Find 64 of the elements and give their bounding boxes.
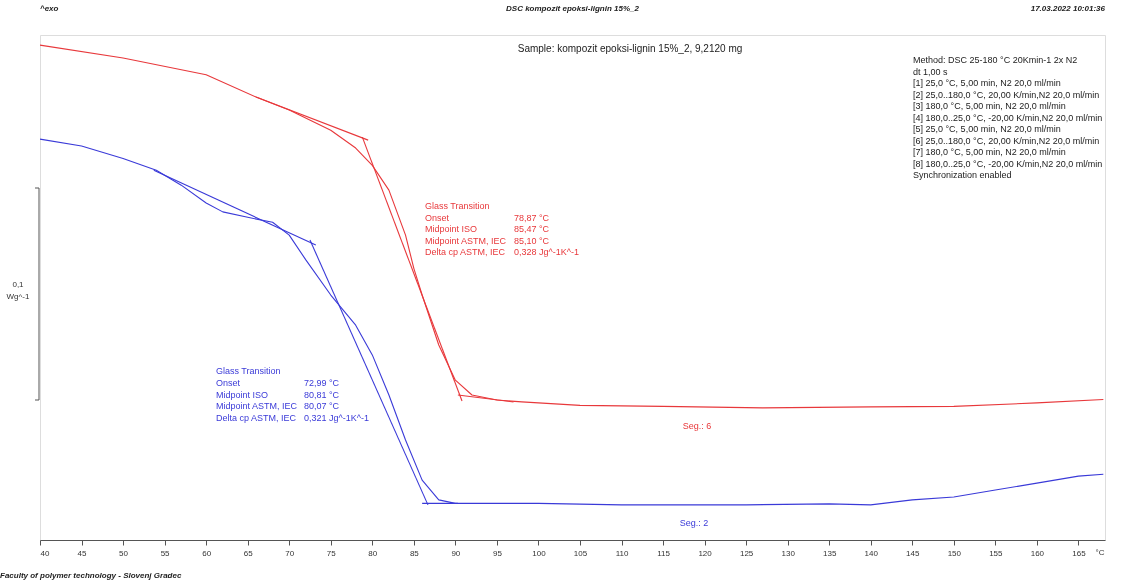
x-tick-label: 135 — [823, 548, 837, 558]
x-tick-label: 60 — [202, 548, 212, 558]
text: Faculty of polymer technology - Slovenj Gradec — [0, 571, 182, 580]
x-tick-label: 40 — [40, 548, 50, 558]
annotation: [5] 25,0 °C, 5,00 min, N2 20,0 ml/min — [913, 124, 1061, 134]
annotation: dt 1,00 s — [913, 66, 949, 77]
x-tick-label: 155 — [989, 548, 1004, 558]
text: 17.03.2022 10:01:36 — [1030, 4, 1106, 13]
x-tick-label: 130 — [781, 548, 796, 558]
annotation: Onset — [425, 212, 450, 223]
annotation: 0,328 Jg^-1K^-1 — [514, 247, 579, 258]
annotation: [8] 180,0..25,0 °C, -20,00 K/min,N2 20,0 ml/min — [913, 158, 1103, 169]
annotation: Midpoint ASTM, IEC — [216, 401, 298, 412]
x-tick-label: 140 — [864, 548, 879, 558]
x-tick-label: 105 — [573, 548, 588, 558]
annotation: 85,47 °C — [514, 224, 550, 235]
annotation: Midpoint ISO — [425, 224, 478, 235]
x-tick-label: 160 — [1030, 548, 1045, 558]
x-tick-label: 120 — [698, 548, 713, 558]
annotation: [2] 25,0..180,0 °C, 20,00 K/min,N2 20,0 ml/min — [913, 89, 1100, 100]
annotation: Midpoint ISO — [216, 389, 269, 400]
x-tick-label: 125 — [739, 548, 754, 558]
x-tick-label: 55 — [160, 548, 171, 558]
annotation: [7] 180,0 °C, 5,00 min, N2 20,0 ml/min — [913, 147, 1066, 157]
annotation: Onset — [216, 377, 241, 388]
x-tick-label: 75 — [326, 548, 337, 558]
annotation: 85,10 °C — [514, 235, 550, 246]
annotation: 0,321 Jg^-1K^-1 — [304, 413, 369, 424]
annotation: [1] 25,0 °C, 5,00 min, N2 20,0 ml/min — [913, 78, 1061, 88]
annotation: Midpoint ASTM, IEC — [425, 235, 507, 246]
x-tick-label: 110 — [615, 548, 629, 558]
annotation: Seg.: 6 — [682, 421, 712, 431]
annotation: Synchronization enabled — [913, 170, 1012, 180]
x-tick-label: 65 — [243, 548, 254, 558]
x-axis-title: °C — [1095, 548, 1105, 557]
annotation: 80,07 °C — [304, 401, 340, 412]
x-tick-label: 145 — [906, 548, 920, 558]
y-axis-title: 0,1 Wg^-1 — [6, 280, 30, 301]
annotation: Delta cp ASTM, IEC — [425, 247, 506, 258]
x-tick-label: 50 — [119, 548, 129, 558]
x-tick-label: 80 — [368, 548, 378, 558]
annotation: [4] 180,0..25,0 °C, -20,00 K/min,N2 20,0 ml/min — [913, 112, 1103, 123]
annotation: Method: DSC 25-180 °C 20Kmin-1 2x N2 — [913, 55, 1078, 65]
x-tick-label: 95 — [492, 548, 503, 558]
x-tick-label: 45 — [77, 548, 88, 558]
chart-title: DSC kompozit epoksi-lignin 15%_2 — [506, 4, 640, 13]
annotation: Glass Transition — [425, 201, 490, 211]
annotation: Sample: kompozit epoksi-lignin 15%_2, 9,2120 mg — [517, 43, 743, 54]
annotation: [3] 180,0 °C, 5,00 min, N2 20,0 ml/min — [913, 101, 1066, 111]
x-tick-label: 85 — [409, 548, 420, 558]
annotation: 72,99 °C — [304, 377, 340, 388]
annotation: Glass Transition — [216, 366, 281, 376]
annotation: Delta cp ASTM, IEC — [216, 413, 297, 424]
text: ^exo — [40, 4, 59, 13]
x-tick-label: 90 — [451, 548, 461, 558]
annotation: 80,81 °C — [304, 389, 340, 400]
x-tick-label: 100 — [532, 548, 547, 558]
annotation: 78,87 °C — [514, 212, 550, 223]
annotation: [6] 25,0..180,0 °C, 20,00 K/min,N2 20,0 ml/min — [913, 135, 1100, 146]
annotation: Seg.: 2 — [679, 518, 709, 528]
x-tick-label: 150 — [947, 548, 962, 558]
x-tick-label: 115 — [657, 548, 671, 558]
x-tick-label: 165 — [1072, 548, 1087, 558]
x-tick-label: 70 — [285, 548, 295, 558]
